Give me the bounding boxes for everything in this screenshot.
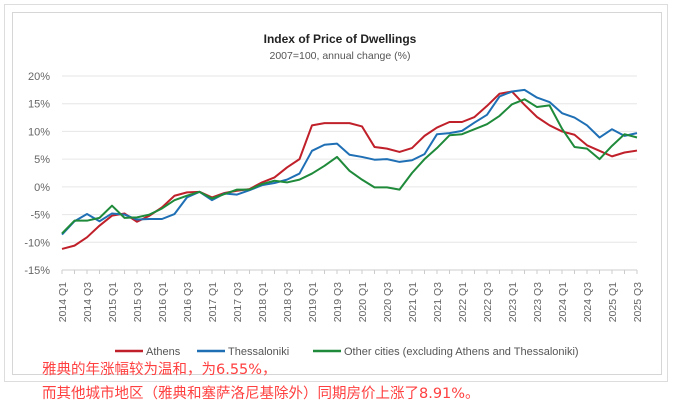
x-tick-label: 2024 Q3 xyxy=(582,282,594,322)
x-tick-label: 2021 Q3 xyxy=(432,282,444,322)
legend-label: Other cities (excluding Athens and Thess… xyxy=(344,346,579,358)
x-tick-label: 2014 Q1 xyxy=(57,282,69,322)
x-tick-label: 2016 Q1 xyxy=(157,282,169,322)
chart-title: Index of Price of Dwellings xyxy=(264,32,417,46)
x-tick-label: 2019 Q1 xyxy=(307,282,319,322)
y-tick-label: 0% xyxy=(34,182,50,194)
x-tick-label: 2014 Q3 xyxy=(82,282,94,322)
y-tick-label: 20% xyxy=(28,71,50,83)
x-tick-label: 2017 Q3 xyxy=(232,282,244,322)
series-line-other xyxy=(61,98,638,235)
x-tick-label: 2020 Q3 xyxy=(382,282,394,322)
x-tick-label: 2018 Q3 xyxy=(282,282,294,322)
y-tick-label: -10% xyxy=(24,237,50,249)
x-tick-label: 2015 Q3 xyxy=(132,282,144,322)
y-tick-label: 15% xyxy=(28,99,50,111)
x-tick-label: 2019 Q3 xyxy=(332,282,344,322)
x-tick-label: 2022 Q3 xyxy=(482,282,494,322)
y-tick-label: -5% xyxy=(30,210,50,222)
annotation-line-1: 雅典的年涨幅较为温和，为6.55%， xyxy=(42,362,277,378)
chart-subtitle: 2007=100, annual change (%) xyxy=(270,50,411,62)
x-tick-label: 2017 Q1 xyxy=(207,282,219,322)
x-tick-label: 2015 Q1 xyxy=(107,282,119,322)
x-tick-label: 2025 Q3 xyxy=(632,282,644,322)
y-tick-label: 5% xyxy=(34,154,50,166)
x-tick-label: 2018 Q1 xyxy=(257,282,269,322)
series-line-thessaloniki xyxy=(61,88,638,236)
x-tick-label: 2020 Q1 xyxy=(357,282,369,322)
annotation-line-2: 而其他城市地区（雅典和塞萨洛尼基除外）同期房价上涨了8.91%。 xyxy=(42,386,480,402)
x-tick-label: 2016 Q3 xyxy=(182,282,194,322)
x-tick-label: 2021 Q1 xyxy=(407,282,419,322)
chart-frame xyxy=(12,12,662,375)
y-tick-label: 10% xyxy=(28,126,50,138)
x-tick-label: 2023 Q3 xyxy=(532,282,544,322)
x-tick-label: 2025 Q1 xyxy=(607,282,619,322)
legend-label: Thessaloniki xyxy=(228,346,289,358)
outer-frame xyxy=(4,4,668,382)
x-tick-label: 2022 Q1 xyxy=(457,282,469,322)
x-tick-label: 2023 Q1 xyxy=(507,282,519,322)
legend-label: Athens xyxy=(146,346,181,358)
x-tick-label: 2024 Q1 xyxy=(557,282,569,322)
y-tick-label: -15% xyxy=(24,265,50,277)
